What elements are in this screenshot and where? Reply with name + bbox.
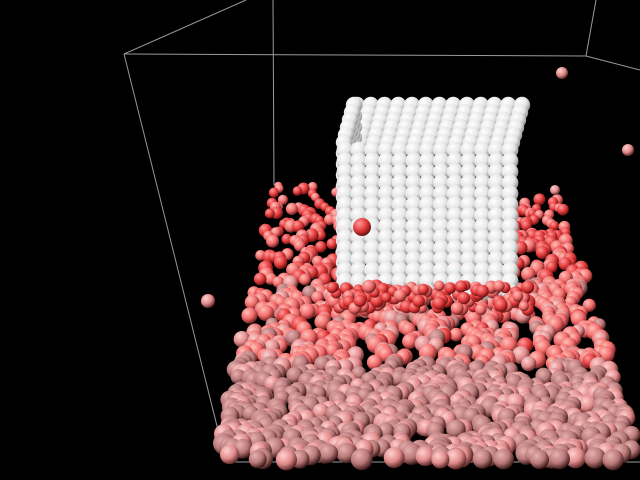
fluid-particle: [350, 448, 373, 471]
fluid-particle: [299, 273, 311, 286]
fluid-particle: [457, 291, 471, 305]
fluid-particle: [549, 448, 570, 470]
fluid-particle: [444, 282, 457, 294]
fluid-particle: [533, 193, 546, 206]
fluid-particle: [220, 444, 240, 465]
box-edge: [585, 55, 640, 71]
fluid-particle: [521, 356, 537, 372]
fluid-particle: [268, 187, 279, 198]
fluid-particle: [431, 450, 450, 469]
fluid-particle: [318, 443, 339, 463]
fluid-particle: [402, 333, 418, 349]
fluid-particle: [557, 203, 569, 216]
fluid-particle: [565, 447, 587, 469]
fluid-particle: [529, 449, 550, 470]
fluid-particle: [362, 279, 376, 294]
fluid-particle: [241, 307, 258, 324]
fluid-particle: [512, 290, 524, 302]
embedded-particle: [353, 218, 371, 236]
fluid-particle: [549, 220, 560, 231]
box-edge: [123, 0, 247, 55]
fluid-particle: [266, 234, 280, 248]
fluid-particle: [248, 450, 267, 469]
box-edge: [272, 0, 275, 186]
fluid-particle: [383, 447, 405, 469]
fluid-particle: [521, 266, 536, 282]
fluid-particle: [535, 245, 549, 260]
fluid-particle: [326, 282, 338, 294]
fluid-particle: [433, 280, 445, 292]
fluid-particle: [455, 280, 468, 293]
box-edge: [123, 53, 227, 463]
fluid-particle: [253, 272, 267, 286]
fluid-particle: [493, 280, 505, 292]
fluid-particle: [273, 255, 288, 270]
fluid-particle: [314, 313, 331, 330]
fluid-particle: [315, 241, 327, 253]
fluid-particle: [494, 298, 508, 312]
stray-particle: [556, 67, 568, 79]
stray-particle: [201, 294, 215, 308]
fluid-particle: [277, 194, 288, 205]
fluid-particle: [449, 327, 463, 342]
stray-particles: [201, 67, 634, 308]
fluid-particle: [602, 449, 624, 471]
fluid-particle: [472, 449, 493, 469]
fluid-particle: [312, 403, 330, 421]
fluid-particle: [326, 238, 338, 250]
fluid-particle: [412, 294, 425, 308]
fluid-particle: [521, 280, 535, 294]
stray-particle: [550, 185, 560, 195]
fluid-particle: [584, 447, 606, 469]
fluid-particle: [299, 303, 316, 320]
fluid-particle: [292, 186, 303, 196]
fluid-particle: [257, 304, 275, 322]
fluid-particle: [292, 220, 305, 233]
fluid-particle: [493, 448, 514, 470]
fluid-particle: [307, 181, 318, 192]
fluid-particle: [432, 296, 446, 310]
fluid-particle: [366, 354, 383, 371]
fluid-particle: [393, 289, 407, 302]
fluid-particle: [445, 448, 467, 470]
fluid-particle: [415, 446, 435, 467]
fluid-particle: [518, 301, 529, 312]
fluid-particle: [281, 233, 293, 245]
solid-particle-cube: [335, 96, 531, 301]
fluid-particle: [275, 449, 297, 471]
box-edge: [123, 53, 587, 57]
fluid-particle: [381, 292, 392, 303]
fluid-particle: [476, 284, 489, 298]
box-edge: [585, 0, 597, 57]
fluid-particle: [475, 303, 487, 316]
fluid-particle: [450, 302, 464, 315]
fluid-particle: [417, 283, 429, 295]
fluid-particle: [521, 220, 532, 231]
fluid-particle: [264, 208, 275, 219]
stray-particle: [622, 144, 634, 156]
fluid-particle: [285, 202, 298, 215]
fluid-particle: [353, 294, 367, 308]
